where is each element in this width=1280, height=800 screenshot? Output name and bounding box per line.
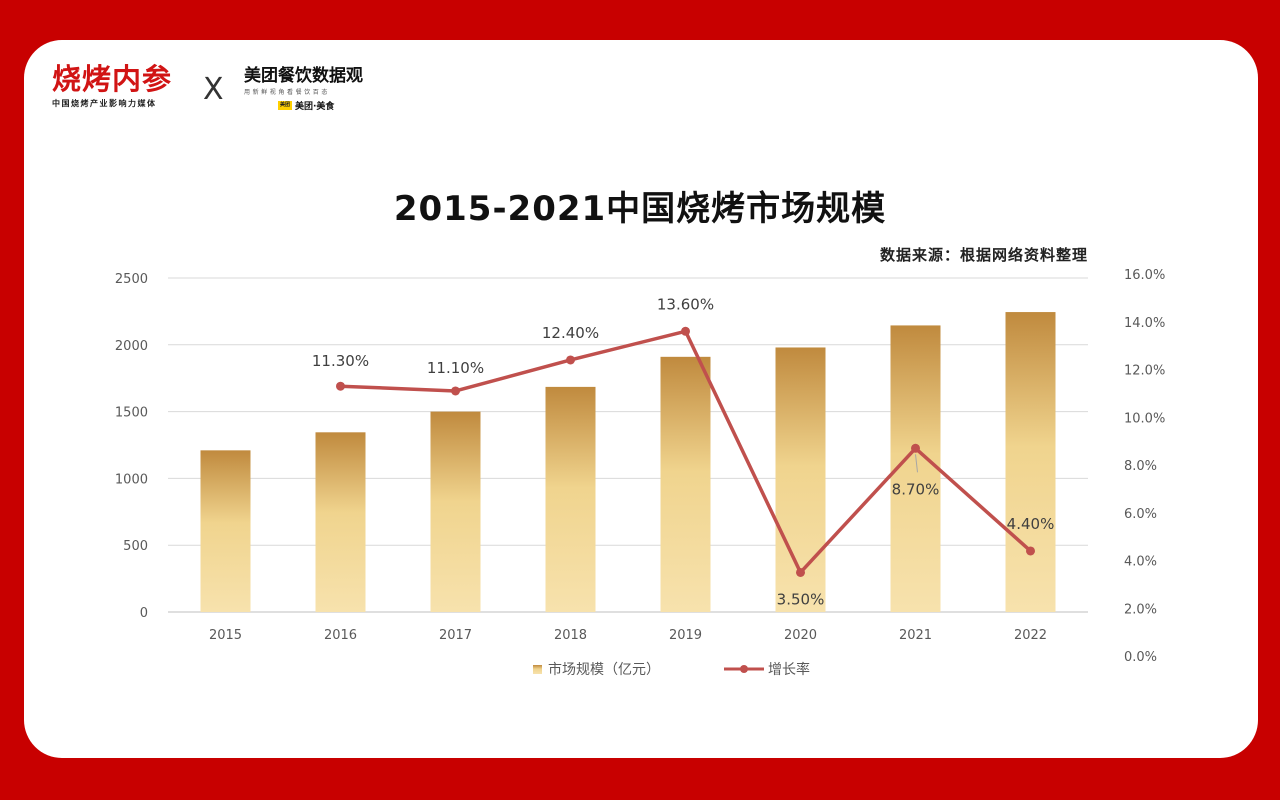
- left-tick-label: 0: [140, 606, 148, 621]
- logo-left-slogan: 中国烧烤产业影响力媒体: [52, 99, 157, 108]
- growth-data-label: 13.60%: [657, 295, 714, 313]
- x-axis: 2015 2016 2017 2018 2019 2020 2021 2022: [209, 628, 1047, 643]
- growth-point: [451, 386, 460, 396]
- x-tick-label: 2018: [554, 628, 587, 643]
- bar: [200, 450, 251, 612]
- growth-data-label: 8.70%: [892, 480, 940, 498]
- source-note: 数据来源：根据网络资料整理: [879, 246, 1088, 264]
- x-tick-label: 2021: [899, 628, 932, 643]
- meituan-badge-icon: 美团: [278, 101, 293, 110]
- x-tick-label: 2019: [669, 628, 702, 643]
- growth-point: [336, 381, 345, 391]
- logo-left-name: 烧烤内参: [52, 62, 173, 96]
- bar: [430, 411, 481, 612]
- right-tick-label: 12.0%: [1124, 364, 1165, 379]
- growth-point: [796, 567, 805, 577]
- meituan-data-logo: 美团餐饮数据观 用新鲜视角看餐饮百态 美团 美团·美食: [244, 66, 384, 112]
- x-tick-label: 2022: [1014, 628, 1047, 643]
- growth-point: [1026, 546, 1035, 556]
- left-tick-label: 2500: [115, 272, 148, 287]
- legend-bar-label: 市场规模（亿元）: [548, 661, 660, 678]
- growth-data-label: 11.10%: [427, 359, 484, 377]
- growth-data-label: 12.40%: [542, 324, 599, 342]
- left-tick-label: 1500: [115, 406, 148, 421]
- legend-bar-swatch: [533, 665, 542, 674]
- legend: 市场规模（亿元） 增长率: [533, 661, 810, 678]
- growth-data-label: 3.50%: [777, 590, 825, 608]
- x-tick-label: 2017: [439, 628, 472, 643]
- right-tick-label: 6.0%: [1124, 507, 1157, 522]
- legend-line-marker: [740, 665, 748, 673]
- legend-line-label: 增长率: [768, 661, 810, 678]
- bar-series: [200, 312, 1056, 612]
- bar: [545, 386, 596, 612]
- right-tick-label: 4.0%: [1124, 555, 1157, 570]
- bar: [660, 356, 711, 612]
- bar: [775, 347, 826, 612]
- line-series: 11.30% 11.10% 12.40% 13.60% 3.50% 8.70% 4.40%: [312, 295, 1054, 608]
- growth-data-label: 11.30%: [312, 352, 369, 370]
- right-tick-label: 2.0%: [1124, 602, 1157, 617]
- x-tick-label: 2016: [324, 628, 357, 643]
- left-tick-label: 500: [123, 539, 148, 554]
- left-tick-label: 1000: [115, 472, 148, 487]
- right-tick-label: 8.0%: [1124, 459, 1157, 474]
- right-tick-label: 16.0%: [1124, 268, 1165, 283]
- growth-point: [566, 355, 575, 365]
- logo-right-slogan: 用新鲜视角看餐饮百态: [244, 89, 331, 96]
- left-axis: 0 500 1000 1500 2000 2500: [115, 272, 148, 621]
- left-tick-label: 2000: [115, 339, 148, 354]
- label-leader-line: [915, 454, 918, 473]
- grid-lines: [168, 277, 1088, 613]
- chart-title: 2015-2021中国烧烤市场规模: [393, 189, 887, 229]
- logo-right-brand: 美团·美食: [295, 102, 335, 112]
- growth-point: [681, 326, 690, 336]
- growth-point: [911, 443, 920, 453]
- shaokao-neican-logo: 烧烤内参 中国烧烤产业影响力媒体: [52, 62, 192, 116]
- right-axis: 0.0% 2.0% 4.0% 6.0% 8.0% 10.0% 12.0% 14.0% 16.0%: [1124, 268, 1165, 665]
- logo-right-brand-row: 美团 美团·美食: [278, 99, 384, 112]
- right-tick-label: 10.0%: [1124, 411, 1165, 426]
- collab-separator: X: [203, 72, 224, 107]
- bar: [1005, 312, 1056, 612]
- growth-data-label: 4.40%: [1007, 515, 1055, 533]
- logo-right-name: 美团餐饮数据观: [244, 66, 363, 86]
- x-tick-label: 2015: [209, 628, 242, 643]
- bar: [315, 432, 366, 612]
- x-tick-label: 2020: [784, 628, 817, 643]
- right-tick-label: 0.0%: [1124, 650, 1157, 665]
- right-tick-label: 14.0%: [1124, 316, 1165, 331]
